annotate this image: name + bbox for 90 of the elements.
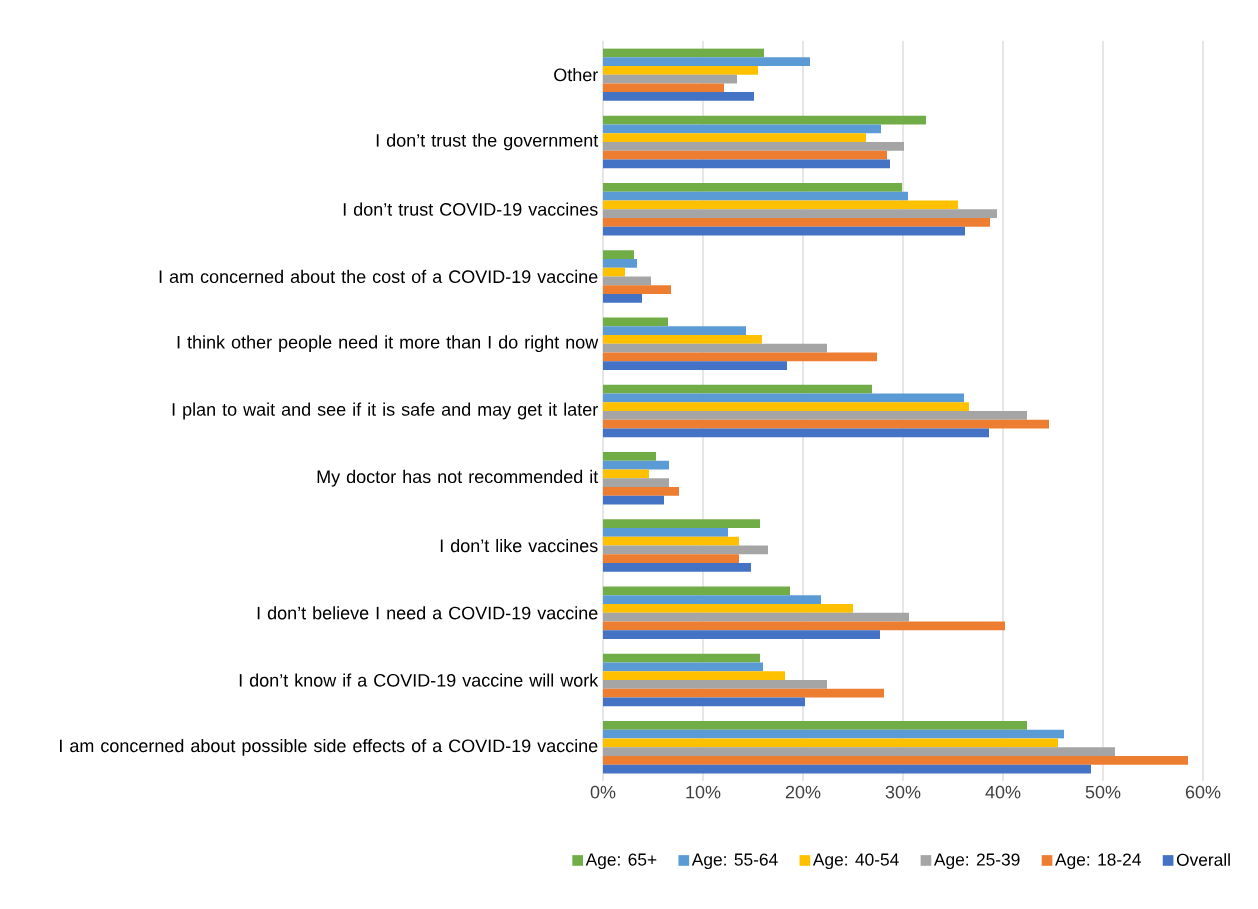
- bar: [603, 729, 1064, 739]
- bar: [603, 528, 728, 537]
- bar: [603, 83, 724, 93]
- y-tick-label: I don’t trust COVID-19 vaccines: [343, 202, 598, 216]
- bar: [603, 671, 785, 681]
- bar: [603, 595, 821, 605]
- y-tick-label: I am concerned about the cost of a COVID-19 vaccine: [159, 269, 598, 284]
- bar: [603, 554, 739, 564]
- y-tick-label: I am concerned about possible side effects of a COVID-19 vaccine: [60, 738, 598, 756]
- x-tick-label: 30%: [885, 785, 921, 799]
- bar: [603, 747, 1115, 757]
- bar: [603, 250, 634, 259]
- bar: [603, 115, 926, 125]
- bar: [603, 393, 964, 403]
- bar: [603, 402, 969, 411]
- bar: [603, 141, 904, 151]
- bar: [603, 267, 625, 277]
- bar: [603, 293, 642, 303]
- bar: [603, 124, 881, 134]
- bar: [603, 487, 679, 496]
- bar: [603, 536, 739, 546]
- bar: [603, 133, 866, 142]
- bar: [603, 48, 764, 58]
- bar: [603, 478, 669, 488]
- legend-label: Overall: [1176, 853, 1230, 866]
- bar: [603, 384, 872, 394]
- bar: [603, 460, 669, 470]
- y-tick-label: Other: [554, 68, 598, 82]
- bar: [603, 258, 637, 268]
- y-tick-label: I don’t trust the government: [376, 133, 599, 151]
- bar: [603, 469, 649, 479]
- bar: [603, 697, 805, 707]
- bar: [603, 495, 664, 505]
- bar: [603, 604, 853, 613]
- bar: [603, 621, 1005, 631]
- bar: [603, 419, 1049, 429]
- y-tick-label: I don’t know if a COVID-19 vaccine will work: [239, 673, 599, 687]
- bar: [603, 92, 754, 101]
- y-tick-label: I don’t like vaccines: [440, 538, 598, 553]
- bar: [603, 65, 758, 75]
- bar: [603, 653, 760, 663]
- bar: [603, 352, 877, 362]
- bar: [603, 334, 762, 344]
- y-tick-label: I think other people need it more than I do right now: [177, 335, 599, 353]
- x-tick-label: 20%: [785, 785, 821, 799]
- bar: [603, 563, 751, 572]
- bar: [603, 182, 902, 192]
- legend-label: Age: 55-64: [691, 853, 778, 870]
- bar: [603, 630, 880, 640]
- bar: [603, 150, 887, 160]
- bar: [603, 209, 997, 218]
- bar: [603, 738, 1058, 748]
- x-tick-label: 40%: [985, 785, 1021, 799]
- bar: [603, 343, 827, 353]
- bar: [603, 410, 1027, 420]
- bar: [603, 586, 790, 596]
- y-tick-label: My doctor has not recommended it: [317, 469, 599, 487]
- bar: [603, 721, 1027, 730]
- bar: [603, 545, 768, 555]
- x-tick-label: 50%: [1085, 785, 1121, 799]
- bar: [603, 159, 890, 169]
- bar: [603, 326, 746, 335]
- x-tick-label: 10%: [686, 785, 721, 799]
- x-tick-label: 60%: [1185, 785, 1221, 799]
- bar: [603, 612, 909, 622]
- bar: [603, 361, 787, 370]
- bar: [603, 662, 763, 672]
- x-tick-label: 0%: [590, 785, 616, 799]
- bar: [603, 57, 810, 66]
- bar: [603, 226, 965, 236]
- bar: [603, 317, 668, 327]
- bar: [603, 191, 908, 201]
- bar: [603, 276, 651, 286]
- legend-label: Age: 25-39: [933, 853, 1020, 870]
- bar: [603, 217, 990, 227]
- bar: [603, 452, 656, 461]
- legend-label: Age: 18-24: [1055, 853, 1141, 870]
- bar: [603, 756, 1188, 765]
- y-tick-label: I plan to wait and see if it is safe and may get it later: [172, 402, 598, 420]
- y-tick-label: I don’t believe I need a COVID-19 vaccine: [257, 606, 598, 620]
- legend-label: Age: 65+: [585, 853, 657, 870]
- bar: [603, 285, 671, 294]
- bar: [603, 74, 737, 84]
- bar: [603, 200, 958, 210]
- legend-label: Age: 40-54: [812, 853, 899, 870]
- bar: [603, 688, 884, 698]
- bar: [603, 519, 760, 529]
- bar: [603, 428, 989, 438]
- bar: [603, 680, 827, 689]
- bar: [603, 764, 1091, 774]
